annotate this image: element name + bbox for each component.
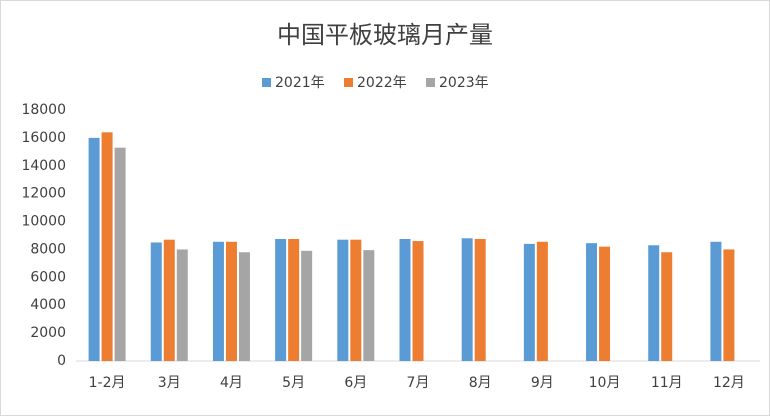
legend-label: 2021年 [275, 75, 325, 91]
x-tick-label: 3月 [158, 375, 181, 391]
y-tick-label: 12000 [21, 186, 66, 202]
bar [101, 132, 113, 361]
bar [523, 243, 535, 361]
bar [710, 241, 722, 361]
y-tick-label: 18000 [21, 102, 66, 118]
bar [275, 238, 287, 361]
y-tick-label: 6000 [30, 269, 66, 285]
y-tick-label: 0 [57, 353, 66, 369]
bar [212, 241, 224, 361]
y-tick-label: 2000 [30, 325, 66, 341]
legend-swatch [262, 78, 271, 87]
x-tick-label: 8月 [469, 375, 492, 391]
y-tick-label: 10000 [21, 214, 66, 230]
bar [412, 241, 424, 361]
x-tick-label: 7月 [407, 375, 430, 391]
legend-swatch [426, 78, 435, 87]
bar [150, 242, 162, 361]
bar [536, 241, 548, 361]
x-tick-label: 5月 [282, 375, 305, 391]
x-tick-label: 12月 [713, 375, 745, 391]
bar [88, 137, 100, 361]
bar [337, 239, 349, 361]
bar [648, 245, 660, 361]
bar [363, 250, 375, 361]
bar [163, 239, 175, 361]
legend-label: 2023年 [439, 75, 489, 91]
y-tick-label: 8000 [30, 241, 66, 257]
x-tick-label: 1-2月 [89, 375, 126, 391]
legend-label: 2022年 [357, 75, 407, 91]
bar [661, 252, 673, 361]
x-tick-label: 6月 [344, 375, 367, 391]
x-tick-label: 4月 [220, 375, 243, 391]
x-tick-label: 10月 [589, 375, 621, 391]
bar [599, 246, 611, 361]
bar [238, 252, 250, 361]
y-tick-label: 16000 [21, 130, 66, 146]
bar [288, 238, 300, 361]
bar [176, 249, 188, 361]
x-tick-label: 9月 [531, 375, 554, 391]
bar [114, 147, 126, 361]
bar [474, 238, 486, 361]
y-tick-label: 14000 [21, 158, 66, 174]
bar [586, 243, 598, 361]
bar [399, 238, 411, 361]
bar [723, 249, 735, 361]
bar [461, 238, 473, 361]
bar [350, 239, 362, 361]
y-tick-label: 4000 [30, 297, 66, 313]
x-tick-label: 11月 [651, 375, 683, 391]
bar [225, 241, 237, 361]
legend-swatch [344, 78, 353, 87]
bar [301, 250, 313, 361]
chart-title: 中国平板玻璃月产量 [277, 21, 493, 49]
